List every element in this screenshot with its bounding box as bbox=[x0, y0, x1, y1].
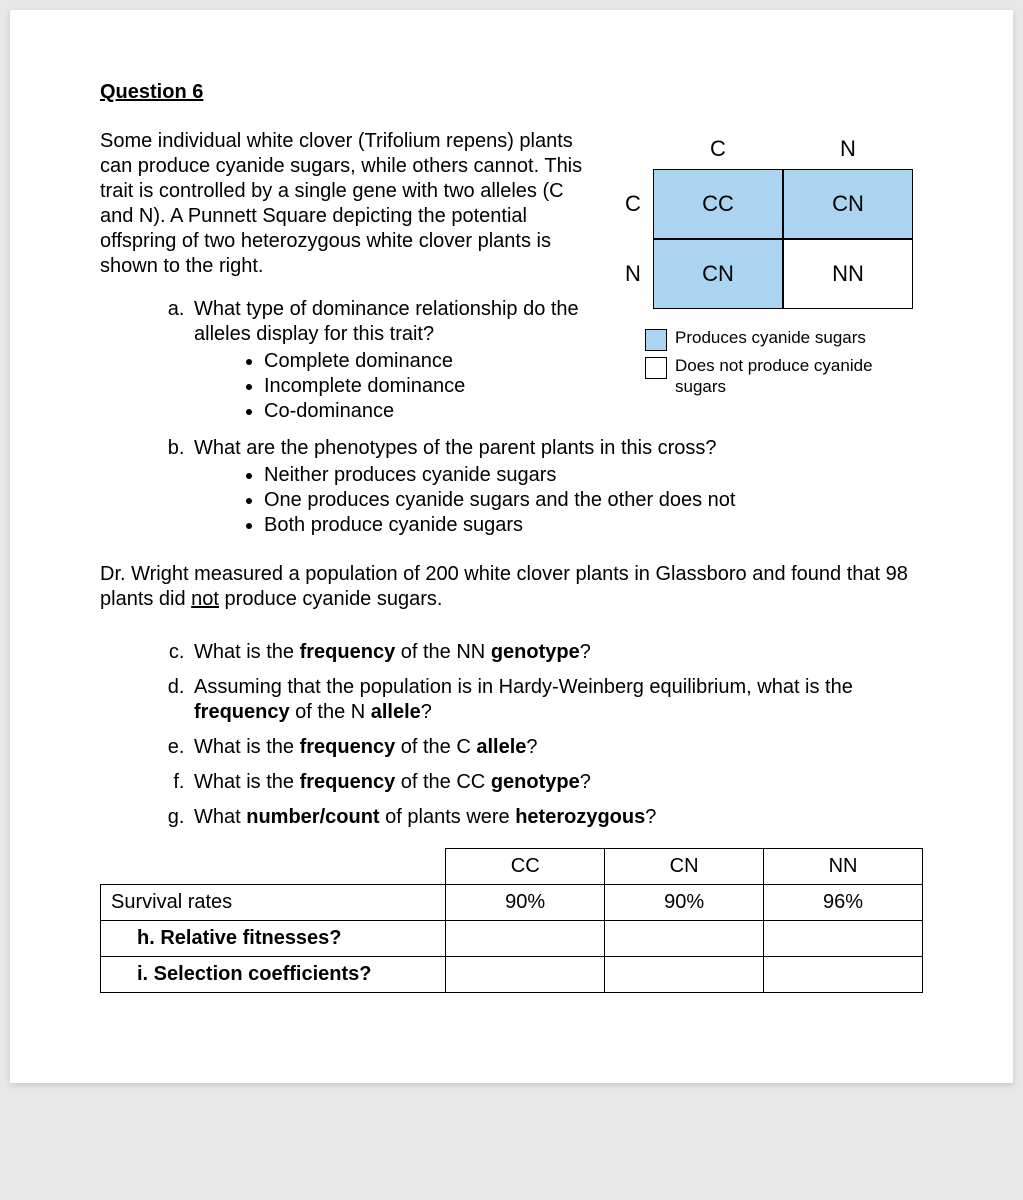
table-row: h. Relative fitnesses? bbox=[101, 921, 923, 957]
part-f: What is the frequency of the CC genotype… bbox=[190, 770, 923, 795]
cell bbox=[764, 957, 923, 993]
cell bbox=[764, 921, 923, 957]
punnett-row-header: C bbox=[625, 190, 641, 218]
text-bold: frequency bbox=[300, 771, 396, 793]
question-title: Question 6 bbox=[100, 80, 923, 105]
mid-para-underlined: not bbox=[191, 588, 219, 610]
part-e: What is the frequency of the C allele? bbox=[190, 735, 923, 760]
text: ? bbox=[421, 701, 432, 723]
col-CN: CN bbox=[605, 849, 764, 885]
cell: 90% bbox=[446, 885, 605, 921]
punnett-square: C N C CC CN N CN NN bbox=[613, 129, 923, 309]
row-label: Survival rates bbox=[101, 885, 446, 921]
row-label: i. Selection coefficients? bbox=[101, 957, 446, 993]
text: ? bbox=[580, 771, 591, 793]
punnett-col-header: N bbox=[840, 135, 856, 163]
punnett-cell-CN: CN bbox=[653, 239, 783, 309]
text-bold: frequency bbox=[300, 641, 396, 663]
part-a: What type of dominance relationship do t… bbox=[190, 297, 583, 424]
parts-b-list: What are the phenotypes of the parent pl… bbox=[100, 436, 923, 538]
punnett-cell-CN: CN bbox=[783, 169, 913, 239]
row-label: h. Relative fitnesses? bbox=[101, 921, 446, 957]
bullet: Complete dominance bbox=[264, 349, 583, 374]
part-a-bullets: Complete dominance Incomplete dominance … bbox=[194, 349, 583, 424]
punnett-cell-NN: NN bbox=[783, 239, 913, 309]
cell bbox=[605, 957, 764, 993]
punnett-cell-CC: CC bbox=[653, 169, 783, 239]
text-bold: genotype bbox=[491, 771, 580, 793]
text: What is the bbox=[194, 736, 300, 758]
text: of plants were bbox=[380, 806, 516, 828]
cell: 96% bbox=[764, 885, 923, 921]
punnett-row-header: N bbox=[625, 260, 641, 288]
text: of the CC bbox=[395, 771, 491, 793]
punnett-legend: Produces cyanide sugars Does not produce… bbox=[613, 327, 923, 398]
part-b: What are the phenotypes of the parent pl… bbox=[190, 436, 923, 538]
intro-row: Some individual white clover (Trifolium … bbox=[100, 129, 923, 430]
parts-c-to-g: What is the frequency of the NN genotype… bbox=[100, 640, 923, 830]
part-a-text: What type of dominance relationship do t… bbox=[194, 298, 579, 345]
cell bbox=[605, 921, 764, 957]
legend-text: Produces cyanide sugars bbox=[675, 327, 866, 348]
col-NN: NN bbox=[764, 849, 923, 885]
bullet: Incomplete dominance bbox=[264, 374, 583, 399]
parts-a-list: What type of dominance relationship do t… bbox=[100, 297, 583, 424]
bullet: Co-dominance bbox=[264, 399, 583, 424]
part-b-text: What are the phenotypes of the parent pl… bbox=[194, 437, 717, 459]
text: What bbox=[194, 806, 246, 828]
legend-swatch-filled bbox=[645, 329, 667, 351]
cell bbox=[446, 921, 605, 957]
text: ? bbox=[645, 806, 656, 828]
mid-paragraph: Dr. Wright measured a population of 200 … bbox=[100, 562, 923, 612]
part-d: Assuming that the population is in Hardy… bbox=[190, 675, 923, 725]
text: of the C bbox=[395, 736, 476, 758]
table-corner bbox=[101, 849, 446, 885]
text: ? bbox=[526, 736, 537, 758]
document-page: Question 6 Some individual white clover … bbox=[10, 10, 1013, 1083]
legend-text: Does not produce cyanide sugars bbox=[675, 355, 923, 398]
table-row: Survival rates 90% 90% 96% bbox=[101, 885, 923, 921]
bullet: Neither produces cyanide sugars bbox=[264, 463, 923, 488]
text: What is the bbox=[194, 641, 300, 663]
legend-row: Produces cyanide sugars bbox=[645, 327, 923, 351]
text: Assuming that the population is in Hardy… bbox=[194, 676, 853, 698]
table-header-row: CC CN NN bbox=[101, 849, 923, 885]
text-bold: allele bbox=[476, 736, 526, 758]
bullet: One produces cyanide sugars and the othe… bbox=[264, 488, 923, 513]
text-bold: frequency bbox=[194, 701, 290, 723]
intro-column: Some individual white clover (Trifolium … bbox=[100, 129, 583, 430]
cell: 90% bbox=[605, 885, 764, 921]
punnett-block: C N C CC CN N CN NN Produces cyanide sug… bbox=[613, 129, 923, 430]
legend-row: Does not produce cyanide sugars bbox=[645, 355, 923, 398]
col-CC: CC bbox=[446, 849, 605, 885]
legend-swatch-empty bbox=[645, 357, 667, 379]
table-row: i. Selection coefficients? bbox=[101, 957, 923, 993]
mid-para-suffix: produce cyanide sugars. bbox=[219, 588, 442, 610]
punnett-col-header: C bbox=[710, 135, 726, 163]
part-g: What number/count of plants were heteroz… bbox=[190, 805, 923, 830]
cell bbox=[446, 957, 605, 993]
text-bold: frequency bbox=[300, 736, 396, 758]
text-bold: genotype bbox=[491, 641, 580, 663]
text-bold: number/count bbox=[246, 806, 379, 828]
text: of the N bbox=[290, 701, 371, 723]
part-c: What is the frequency of the NN genotype… bbox=[190, 640, 923, 665]
bullet: Both produce cyanide sugars bbox=[264, 513, 923, 538]
text: ? bbox=[580, 641, 591, 663]
survival-table: CC CN NN Survival rates 90% 90% 96% h. R… bbox=[100, 848, 923, 993]
text-bold: heterozygous bbox=[515, 806, 645, 828]
text-bold: allele bbox=[371, 701, 421, 723]
text: of the NN bbox=[395, 641, 491, 663]
intro-paragraph: Some individual white clover (Trifolium … bbox=[100, 129, 583, 279]
part-b-bullets: Neither produces cyanide sugars One prod… bbox=[194, 463, 923, 538]
text: What is the bbox=[194, 771, 300, 793]
